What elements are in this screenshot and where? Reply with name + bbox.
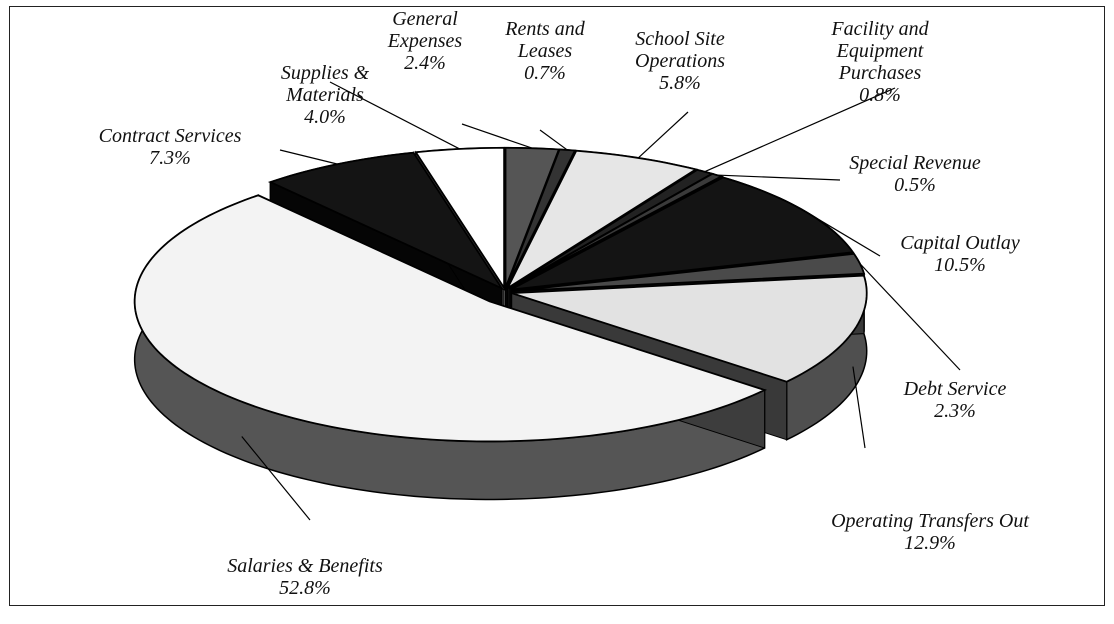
slice-label: School Site Operations 5.8% <box>610 28 750 94</box>
leader-line <box>803 210 881 257</box>
category-label: Rents and Leases <box>505 18 585 62</box>
slice-label: Debt Service 2.3% <box>880 378 1030 422</box>
slice <box>414 146 506 291</box>
value-label: 52.8% <box>279 577 331 599</box>
slice <box>133 194 768 443</box>
category-label: Supplies & Materials <box>280 62 370 106</box>
slice <box>510 176 855 291</box>
slice-label: General Expenses 2.4% <box>370 8 480 74</box>
value-label: 7.3% <box>149 147 191 169</box>
value-label: 2.3% <box>934 400 976 422</box>
value-label: 0.8% <box>859 84 901 106</box>
slice-label: Rents and Leases 0.7% <box>500 18 590 84</box>
category-label: Contract Services <box>98 125 242 147</box>
category-label: School Site Operations <box>635 28 725 72</box>
leader-line <box>461 123 533 149</box>
value-label: 5.8% <box>659 72 701 94</box>
category-label: Salaries & Benefits <box>227 555 383 577</box>
value-label: 2.4% <box>404 52 446 74</box>
slice-label: Salaries & Benefits 52.8% <box>195 555 415 599</box>
category-label: Special Revenue <box>849 152 981 174</box>
leader-line <box>859 263 961 371</box>
slice-label: Contract Services 7.3% <box>80 125 260 169</box>
category-label: Debt Service <box>903 378 1007 400</box>
value-label: 0.7% <box>524 62 566 84</box>
leader-line <box>241 436 311 521</box>
leader-line <box>716 174 841 181</box>
category-label: General Expenses <box>387 8 463 52</box>
leader-line <box>539 129 568 151</box>
slice-label: Special Revenue 0.5% <box>840 152 990 196</box>
leader-line <box>637 111 689 159</box>
slice <box>508 172 724 290</box>
category-label: Operating Transfers Out <box>831 510 1029 532</box>
value-label: 10.5% <box>934 254 986 276</box>
leader-line <box>329 81 460 150</box>
slice-label: Facility and Equipment Purchases 0.8% <box>800 18 960 106</box>
leader-line <box>852 366 866 449</box>
slice-label: Supplies & Materials 4.0% <box>260 62 390 128</box>
leader-line <box>704 87 896 173</box>
slice <box>505 149 699 291</box>
leader-line <box>279 149 338 165</box>
value-label: 4.0% <box>304 106 346 128</box>
value-label: 0.5% <box>894 174 936 196</box>
slice-label: Capital Outlay 10.5% <box>880 232 1040 276</box>
category-label: Capital Outlay <box>900 232 1020 254</box>
category-label: Facility and Equipment Purchases <box>831 18 929 84</box>
slice-label: Operating Transfers Out 12.9% <box>805 510 1055 554</box>
chart-frame <box>9 6 1105 606</box>
value-label: 12.9% <box>904 532 956 554</box>
slice <box>511 274 868 383</box>
slice <box>267 151 505 291</box>
